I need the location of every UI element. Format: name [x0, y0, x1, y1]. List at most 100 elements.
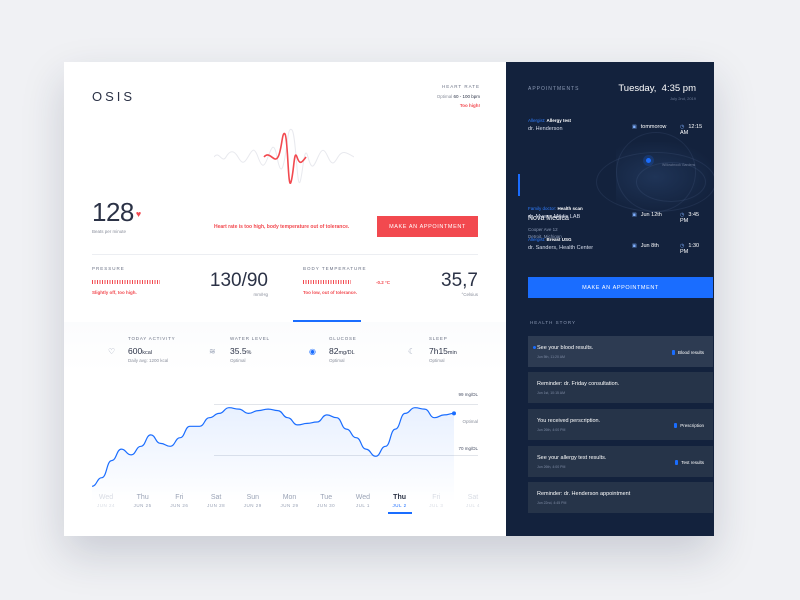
stat-activity[interactable]: TODAY ACTIVITY 600kcal Daily avg: 1200 k…	[128, 336, 175, 363]
day-date: JUN 30	[317, 503, 336, 508]
day-tab[interactable]: Sun JUN 29	[235, 494, 271, 508]
map-label: Willowbrook Gardens	[662, 163, 696, 167]
health-story-item[interactable]: You received perscription. Jun 26th, 4:0…	[528, 409, 713, 440]
file-icon	[674, 423, 678, 428]
pressure-metric: PRESSURE Slightly off, too high.	[92, 266, 160, 295]
calendar-icon: ▣	[632, 243, 637, 249]
appointment-item[interactable]: Allergist: Breast USG dr. Sanders, Healt…	[528, 237, 699, 255]
day-date: JUN 29	[243, 503, 262, 508]
stat-water[interactable]: WATER LEVEL 35.5% Optimal	[230, 336, 270, 363]
appointment-date: ▣ Jun 8th	[632, 243, 659, 249]
unread-dot-icon	[533, 346, 536, 349]
stat-sleep-value: 7h15min	[429, 346, 457, 356]
appointment-doctor: dr. Sanders, Health Center	[528, 245, 594, 251]
day-date: JUN 29	[280, 503, 299, 508]
pressure-bar	[92, 280, 160, 284]
appointment-item[interactable]: Allergist: Allergy test dr. Henderson ▣ t…	[528, 118, 702, 136]
health-story-item[interactable]: See your blood results. Jun 5th, 11:20 A…	[528, 336, 713, 367]
appointments-title: APPOINTMENTS	[528, 86, 580, 92]
stat-activity-value: 600kcal	[128, 346, 152, 356]
vitals-panel: OSIS HEART RATE Optimal 60 - 100 bpm Too…	[64, 62, 506, 536]
story-title: You received perscription.	[537, 418, 601, 424]
day-name: Wed	[355, 494, 371, 501]
ref-label-optimal: Optimal	[462, 419, 478, 424]
heart-activity-icon: ♡	[108, 347, 116, 356]
day-tab[interactable]: Sat JUL 4	[455, 494, 491, 508]
day-tab[interactable]: Fri JUN 26	[161, 494, 197, 508]
clock-icon: ◷	[680, 212, 685, 218]
current-date: July 2nd, 2019	[669, 96, 696, 101]
temperature-bar	[303, 280, 351, 284]
pressure-value: 130/90	[209, 270, 268, 291]
make-appointment-button[interactable]: MAKE AN APPOINTMENT	[377, 216, 478, 237]
ref-label-high: 99 mg/DL	[458, 392, 478, 397]
sleep-icon: ☾	[408, 347, 416, 356]
health-story-item[interactable]: See your allergy test results. Jun 26th,…	[528, 446, 713, 477]
heartbeat-wave	[214, 128, 354, 184]
bpm-value: 128	[92, 197, 134, 227]
day-tab[interactable]: Thu JUL 2	[382, 494, 418, 508]
appointment-time: ◷ 3:45 PM	[680, 212, 700, 224]
heart-rate-summary: HEART RATE Optimal 60 - 100 bpm Too high…	[437, 84, 480, 108]
day-tab[interactable]: Thu JUN 25	[125, 494, 161, 508]
day-date: JUL 4	[465, 503, 481, 508]
appointment-item[interactable]: Family doctor: Health scan dr. Myers, Me…	[528, 206, 699, 224]
day-tab[interactable]: Mon JUN 29	[272, 494, 308, 508]
heart-icon: ♥	[135, 209, 142, 219]
pressure-value-block: 130/90 mm/Hg	[210, 270, 268, 297]
day-date: JUL 1	[355, 503, 370, 508]
appointment-date: ▣ tommorow	[632, 124, 667, 130]
pressure-label: PRESSURE	[92, 266, 125, 271]
day-tab[interactable]: Fri JUL 3	[418, 494, 454, 508]
temperature-unit: °Celsius	[461, 292, 478, 297]
day-date: JUN 26	[170, 503, 189, 508]
day-tab[interactable]: Sat JUN 28	[198, 494, 234, 508]
file-icon	[675, 460, 679, 465]
day-name: Mon	[282, 494, 297, 501]
ref-line-high	[214, 404, 478, 405]
story-date: Jun 5th, 11:20 AM	[537, 355, 565, 359]
story-tag[interactable]: Blood results	[671, 350, 704, 355]
day-tab[interactable]: Tue JUN 30	[308, 494, 344, 508]
clinic-name: Nova Medica	[528, 215, 569, 222]
appointment-time: ◷ 1:30 PM	[680, 243, 700, 255]
story-tag[interactable]: Test results	[675, 460, 704, 465]
stat-sleep[interactable]: SLEEP 7h15min Optimal	[429, 336, 457, 363]
day-name: Thu	[393, 494, 406, 501]
story-tag[interactable]: Prescription	[674, 423, 704, 428]
clinic-map[interactable]: Willowbrook Gardens	[596, 132, 714, 212]
day-tab[interactable]: Wed JUN 24	[88, 494, 124, 508]
active-day-underline	[388, 512, 412, 514]
map-pin-icon	[646, 158, 651, 163]
make-appointment-button-secondary[interactable]: MAKE AN APPOINTMENT	[528, 277, 713, 298]
temperature-warning: Too low, out of tolerance.	[303, 290, 357, 295]
calendar-icon: ▣	[632, 124, 637, 130]
stat-glucose[interactable]: GLUCOSE 82mg/DL Optimal	[329, 336, 357, 363]
health-story-item[interactable]: Reminder: dr. Henderson appointment Jun …	[528, 482, 713, 513]
stat-water-value: 35.5%	[230, 346, 252, 356]
stat-glucose-sub: Optimal	[329, 358, 345, 363]
temperature-label: BODY TEMPERATURE	[303, 266, 367, 271]
story-title: See your allergy test results.	[537, 455, 607, 461]
dashboard-card: OSIS HEART RATE Optimal 60 - 100 bpm Too…	[64, 62, 714, 536]
appointment-doctor: dr. Henderson	[528, 126, 563, 132]
pressure-unit: mm/Hg	[253, 292, 269, 297]
ref-label-low: 70 mg/DL	[458, 446, 478, 451]
appointment-type: Family doctor: Health scan	[528, 206, 583, 211]
chart-area	[92, 407, 454, 502]
day-name: Fri	[175, 494, 184, 501]
day-name: Sun	[246, 494, 260, 501]
current-value-point[interactable]	[452, 411, 456, 416]
section-divider	[92, 254, 478, 255]
stat-sleep-sub: Optimal	[429, 358, 445, 363]
story-title: Reminder: dr. Friday consultation.	[537, 381, 620, 387]
day-name: Fri	[432, 494, 441, 501]
bpm-label: Beats per minute	[92, 229, 127, 234]
day-name: Thu	[136, 494, 149, 501]
appointment-type: Allergist: Breast USG	[528, 237, 572, 242]
water-icon: ≋	[209, 347, 216, 356]
app-logo: OSIS	[92, 89, 136, 104]
day-tab[interactable]: Wed JUL 1	[345, 494, 381, 508]
health-story-item[interactable]: Reminder: dr. Friday consultation. Jun 1…	[528, 372, 713, 403]
selected-appointment-accent	[518, 174, 520, 196]
